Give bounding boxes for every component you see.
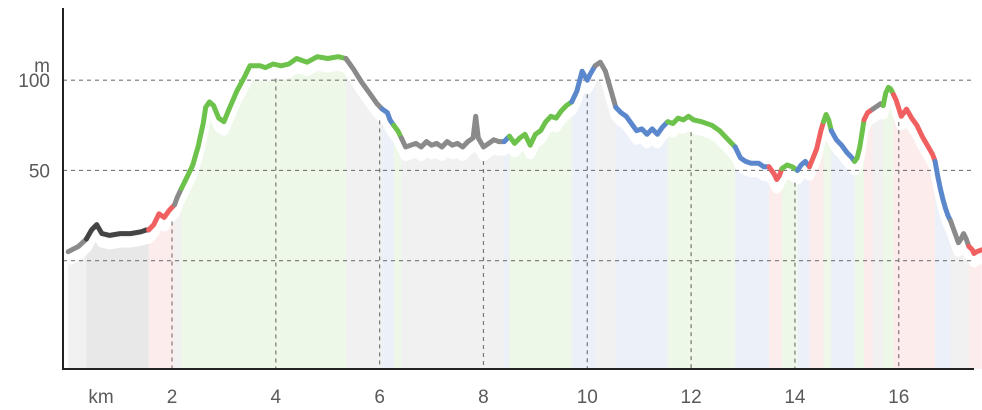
x-tick-label-6: 6	[374, 387, 385, 408]
x-unit-label: km	[88, 387, 113, 408]
area-segment-8	[401, 119, 505, 370]
area-segment-16	[769, 170, 782, 369]
line-segment-4	[178, 54, 349, 191]
area-segment-25	[883, 91, 894, 369]
area-segment-1	[86, 228, 149, 369]
x-tick-label-2: 2	[167, 387, 178, 408]
x-tick-label-12: 12	[681, 387, 702, 408]
line-segment-1	[83, 222, 152, 242]
line-segment-17	[779, 162, 800, 173]
area-segment-10	[509, 105, 572, 369]
area-segment-21	[831, 134, 855, 369]
line-segment-29	[966, 243, 982, 256]
line-segment-10	[506, 99, 575, 148]
x-tick-label-4: 4	[271, 387, 282, 408]
area-segment-0	[68, 242, 87, 369]
line-segment-12	[592, 59, 619, 110]
area-segment-19	[809, 125, 824, 369]
grid-lines	[63, 78, 974, 369]
profile-halo-line	[65, 60, 982, 268]
elevation-area	[68, 60, 982, 370]
area-segment-26	[893, 98, 936, 370]
axes	[62, 8, 974, 370]
line-segment-13	[613, 104, 671, 137]
area-segment-2	[148, 208, 175, 369]
profile-halo	[65, 60, 982, 268]
area-segment-18	[797, 165, 810, 369]
area-segment-22	[854, 123, 864, 369]
line-segment-14	[665, 113, 738, 150]
area-segment-15	[735, 150, 769, 369]
x-tick-label-8: 8	[478, 387, 489, 408]
area-segment-20	[823, 118, 832, 369]
x-tick-label-10: 10	[577, 387, 598, 408]
line-segment-2	[146, 202, 178, 233]
line-segment-18	[795, 158, 812, 173]
y-tick-label-50: 50	[29, 161, 50, 182]
area-segment-13	[615, 110, 668, 370]
line-segment-15	[732, 144, 772, 170]
x-tick-label-16: 16	[888, 387, 909, 408]
x-tick-label-14: 14	[784, 387, 806, 408]
area-segment-23	[864, 112, 873, 369]
line-segment-5	[343, 56, 385, 112]
line-segment-6	[379, 106, 397, 128]
area-segment-5	[345, 62, 383, 369]
line-segment-22	[852, 117, 867, 164]
line-segment-7	[391, 122, 404, 141]
y-unit-label: m	[34, 56, 50, 77]
line-segment-16	[766, 164, 785, 182]
area-segment-7	[393, 128, 402, 369]
line-segment-20	[821, 112, 834, 134]
area-segment-17	[781, 168, 798, 369]
area-segment-4	[181, 60, 346, 370]
area-segment-12	[595, 65, 616, 370]
area-segment-6	[382, 112, 394, 369]
line-segment-3	[172, 186, 184, 208]
line-segment-28	[948, 218, 972, 249]
line-segment-0	[65, 236, 89, 255]
area-segment-24	[872, 107, 884, 370]
tick-labels: 2 4 6 8 10 12 14 16 50 100	[18, 71, 909, 408]
line-segment-8	[398, 113, 507, 150]
area-segment-14	[667, 119, 736, 370]
area-segment-28	[950, 224, 969, 369]
line-segment-21	[828, 128, 858, 164]
line-segment-26	[891, 92, 938, 164]
area-segment-9	[504, 139, 510, 369]
area-segment-29	[968, 249, 982, 369]
line-segment-25	[880, 84, 896, 108]
line-segment-19	[806, 119, 826, 170]
line-segment-27	[932, 158, 954, 224]
elevation-line	[65, 54, 982, 256]
line-segment-11	[569, 63, 598, 105]
area-segment-11	[571, 69, 596, 370]
area-segment-3	[174, 192, 182, 369]
y-tick-label-100: 100	[18, 71, 50, 92]
